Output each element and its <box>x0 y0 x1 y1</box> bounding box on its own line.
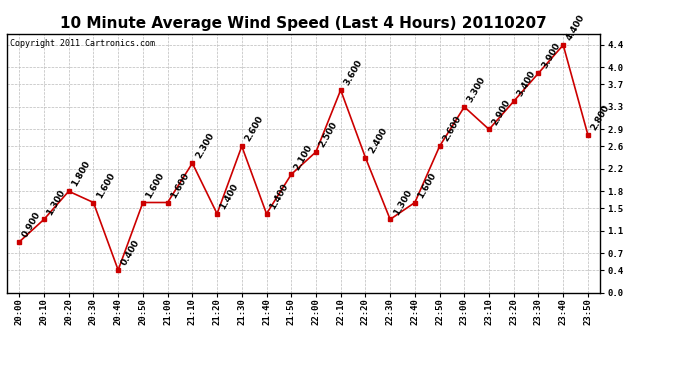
Title: 10 Minute Average Wind Speed (Last 4 Hours) 20110207: 10 Minute Average Wind Speed (Last 4 Hou… <box>60 16 547 31</box>
Text: 2.300: 2.300 <box>194 132 215 160</box>
Text: Copyright 2011 Cartronics.com: Copyright 2011 Cartronics.com <box>10 39 155 48</box>
Text: 1.300: 1.300 <box>391 188 413 217</box>
Text: 3.600: 3.600 <box>342 58 364 87</box>
Text: 3.900: 3.900 <box>540 41 562 70</box>
Text: 1.300: 1.300 <box>46 188 67 217</box>
Text: 2.100: 2.100 <box>293 143 315 172</box>
Text: 2.800: 2.800 <box>589 104 611 132</box>
Text: 3.400: 3.400 <box>515 69 537 99</box>
Text: 2.600: 2.600 <box>243 115 265 144</box>
Text: 0.900: 0.900 <box>21 210 43 239</box>
Text: 1.400: 1.400 <box>219 182 240 211</box>
Text: 0.400: 0.400 <box>119 238 141 267</box>
Text: 3.300: 3.300 <box>466 75 488 104</box>
Text: 1.600: 1.600 <box>144 171 166 200</box>
Text: 1.400: 1.400 <box>268 182 290 211</box>
Text: 1.600: 1.600 <box>169 171 191 200</box>
Text: 1.600: 1.600 <box>95 171 117 200</box>
Text: 2.500: 2.500 <box>317 120 339 149</box>
Text: 1.800: 1.800 <box>70 160 92 189</box>
Text: 1.600: 1.600 <box>416 171 438 200</box>
Text: 4.400: 4.400 <box>564 13 586 42</box>
Text: 2.600: 2.600 <box>441 115 463 144</box>
Text: 2.900: 2.900 <box>491 98 513 127</box>
Text: 2.400: 2.400 <box>367 126 388 155</box>
